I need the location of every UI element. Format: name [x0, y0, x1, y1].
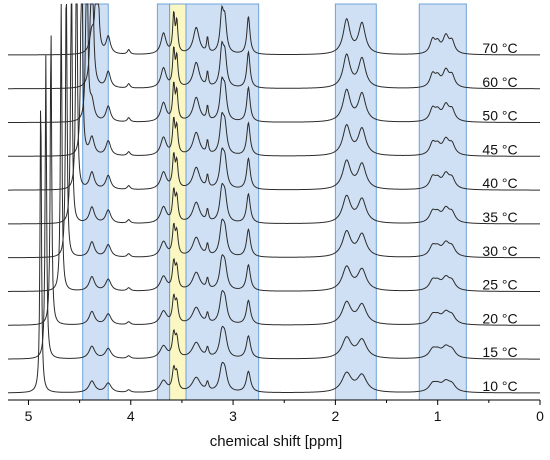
spectrum-trace-10 — [7, 110, 540, 394]
spectrum-traces — [7, 3, 541, 394]
x-tick-label-4: 4 — [127, 408, 135, 424]
x-tick-label-2: 2 — [331, 408, 339, 424]
temperature-label-60: 60 °C — [482, 74, 517, 90]
temperature-label-40: 40 °C — [482, 175, 517, 191]
temperature-label-30: 30 °C — [482, 243, 517, 259]
spectrum-trace-70 — [8, 3, 540, 56]
temperature-label-45: 45 °C — [482, 141, 517, 157]
spectrum-trace-50 — [8, 3, 540, 123]
spectrum-trace-35 — [8, 3, 540, 225]
x-tick-label-5: 5 — [25, 408, 33, 424]
highlight-region-2 — [156, 3, 171, 401]
x-axis: 5 4 3 2 1 0 — [8, 399, 544, 424]
temperature-label-10: 10 °C — [482, 378, 517, 394]
highlight-region-5 — [334, 3, 377, 401]
temperature-label-70: 70 °C — [482, 40, 517, 56]
highlight-regions — [82, 3, 467, 401]
highlight-region-6 — [418, 3, 467, 401]
temperature-label-25: 25 °C — [482, 277, 517, 293]
x-tick-label-1: 1 — [434, 408, 442, 424]
temperature-label-35: 35 °C — [482, 209, 517, 225]
spectrum-trace-15 — [7, 55, 540, 360]
x-axis-label: chemical shift [ppm] — [210, 433, 343, 450]
temperature-label-15: 15 °C — [482, 344, 517, 360]
temperature-label-50: 50 °C — [482, 108, 517, 124]
x-tick-label-0: 0 — [536, 408, 544, 424]
temperature-labels: 10 °C 15 °C 20 °C 25 °C 30 °C 35 °C 40 °C 45 °C… — [482, 40, 517, 394]
x-tick-label-3: 3 — [229, 408, 237, 424]
spectrum-trace-40 — [7, 3, 540, 191]
temperature-label-20: 20 °C — [482, 310, 517, 326]
spectrum-trace-20 — [7, 35, 540, 326]
spectrum-trace-30 — [8, 3, 540, 259]
spectrum-trace-60 — [7, 3, 541, 90]
spectrum-trace-45 — [8, 3, 540, 157]
spectrum-trace-25 — [7, 3, 540, 292]
